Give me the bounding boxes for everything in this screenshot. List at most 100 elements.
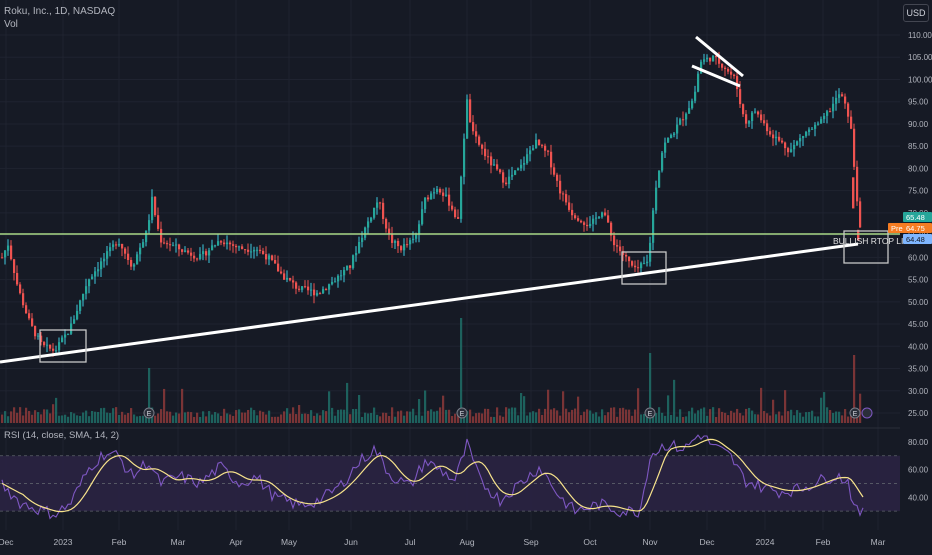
volume-bar	[565, 408, 568, 423]
candle-body	[829, 111, 832, 113]
candle-body	[592, 218, 595, 224]
volume-bar	[187, 411, 190, 423]
candle-body	[295, 282, 298, 289]
candle-body	[82, 293, 85, 301]
earnings-marker[interactable]	[143, 407, 155, 419]
candle-body	[850, 116, 853, 129]
candle-body	[370, 217, 373, 222]
candle-body	[139, 247, 142, 255]
candle-body	[352, 255, 355, 268]
candle-body	[673, 133, 676, 136]
candle-body	[49, 344, 52, 349]
volume-bar	[418, 399, 421, 423]
candle-body	[181, 249, 184, 252]
flag-lower-line[interactable]	[691, 64, 741, 88]
volume-bar	[484, 408, 487, 423]
volume-bar	[574, 408, 577, 423]
candle-body	[301, 286, 304, 290]
candle-body	[547, 150, 550, 152]
currency-button[interactable]: USD	[903, 4, 929, 22]
flag-upper-line[interactable]	[695, 35, 744, 78]
volume-bar	[556, 410, 559, 423]
price-tick-label: 80.00	[908, 164, 929, 173]
volume-bar	[436, 410, 439, 423]
candle-body	[223, 242, 226, 245]
candle-body	[835, 97, 838, 104]
volume-bar	[850, 413, 853, 423]
volume-bar	[580, 415, 583, 423]
candle-body	[169, 244, 172, 246]
volume-bar	[688, 411, 691, 423]
volume-bar	[337, 409, 340, 423]
volume-bar	[7, 416, 10, 423]
volume-bar	[388, 416, 391, 423]
volume-bar	[697, 410, 700, 423]
candle-body	[157, 215, 160, 229]
candle-body	[571, 209, 574, 216]
time-tick-label: Sep	[523, 537, 538, 547]
volume-bar	[247, 409, 250, 423]
candle-body	[511, 174, 514, 177]
rsi-tick-label: 60.00	[908, 466, 929, 475]
candle-body	[628, 256, 631, 262]
volume-bar	[13, 407, 16, 423]
candle-body	[292, 280, 295, 283]
volume-bar	[784, 390, 787, 423]
candle-body	[814, 124, 817, 129]
volume-bar	[790, 409, 793, 423]
candle-body	[328, 284, 331, 290]
volume-bar	[679, 409, 682, 423]
volume-bar	[82, 412, 85, 423]
candle-body	[112, 244, 115, 248]
candle-body	[724, 67, 727, 69]
candle-body	[541, 145, 544, 147]
candle-body	[706, 57, 709, 60]
candle-body	[703, 59, 706, 62]
volume-bar	[469, 409, 472, 423]
volume-bar	[73, 413, 76, 423]
price-badge-label: Pre	[891, 224, 903, 233]
volume-bar	[172, 415, 175, 423]
candle-body	[61, 337, 64, 343]
volume-bar	[832, 412, 835, 423]
time-tick-label: Mar	[171, 537, 186, 547]
candle-body	[793, 144, 796, 150]
candle-body	[337, 275, 340, 282]
volume-bar	[328, 391, 331, 423]
volume-bar	[454, 413, 457, 423]
candle-body	[178, 244, 181, 250]
candle-body	[304, 286, 307, 288]
candle-body	[688, 108, 691, 114]
candle-body	[847, 103, 850, 117]
candle-body	[643, 263, 646, 265]
volume-bar	[463, 416, 466, 423]
volume-bar	[25, 407, 28, 423]
lightning-icon[interactable]	[861, 407, 873, 419]
highlight-box-middle[interactable]	[621, 251, 667, 285]
candle-body	[1, 257, 4, 259]
candle-body	[625, 254, 628, 257]
highlight-box-right[interactable]	[843, 230, 889, 264]
volume-bar	[295, 414, 298, 423]
candle-body	[232, 244, 235, 246]
volume-bar	[373, 407, 376, 423]
volume-bar	[370, 413, 373, 423]
volume-bar	[523, 396, 526, 423]
candle-body	[658, 170, 661, 188]
highlight-box-left[interactable]	[39, 329, 87, 363]
candle-body	[187, 250, 190, 253]
volume-bar	[166, 411, 169, 423]
candle-body	[514, 170, 517, 175]
earnings-marker[interactable]	[644, 407, 656, 419]
earnings-marker[interactable]	[456, 407, 468, 419]
earnings-marker[interactable]	[849, 407, 861, 419]
volume-bar	[130, 408, 133, 423]
candle-body	[319, 293, 322, 295]
volume-bar	[313, 415, 316, 423]
ascending-trendline[interactable]	[0, 242, 859, 364]
candle-body	[601, 212, 604, 217]
candle-body	[34, 325, 37, 337]
candle-body	[64, 334, 67, 338]
